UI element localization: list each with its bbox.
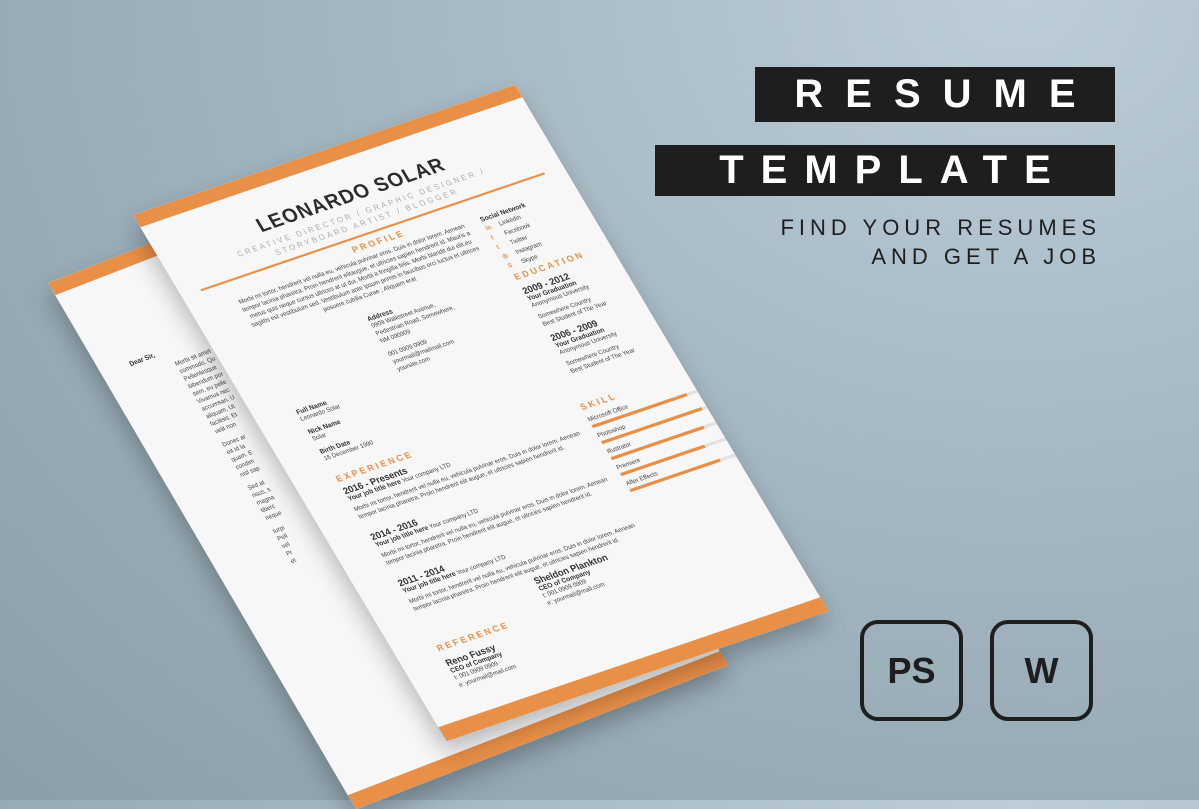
instagram-icon: ◎ bbox=[501, 253, 510, 261]
word-icon: W bbox=[990, 620, 1093, 721]
tagline: FIND YOUR RESUMES bbox=[780, 215, 1101, 240]
twitter-icon: t bbox=[495, 244, 501, 251]
photoshop-icon: PS bbox=[860, 620, 963, 721]
tagline: AND GET A JOB bbox=[871, 244, 1101, 269]
skype-icon: S bbox=[506, 262, 515, 270]
greeting: Dear Sir, bbox=[128, 351, 157, 369]
headline-template: TEMPLATE bbox=[655, 145, 1115, 196]
headline-resume: RESUME bbox=[755, 67, 1115, 122]
facebook-icon: f bbox=[490, 235, 496, 242]
address-block: Address 0909 Walkstreet Avenue, Pedestria… bbox=[366, 290, 478, 374]
linkedin-icon: in bbox=[484, 224, 493, 233]
personal-info: Full Name Leonardo Solar Nick Name Solar Bir… bbox=[292, 388, 376, 464]
